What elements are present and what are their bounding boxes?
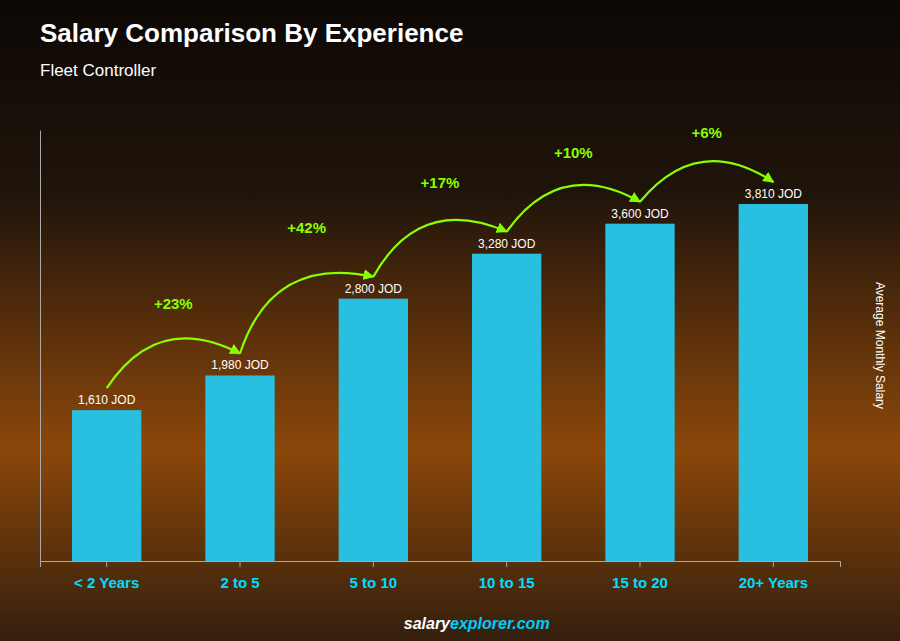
subtitle: Fleet Controller — [40, 61, 157, 80]
change-label: +6% — [691, 124, 721, 141]
bars — [72, 204, 808, 561]
x-axis-line — [41, 562, 841, 568]
y-axis-title: Average Monthly Salary — [873, 282, 887, 409]
x-tick-mark — [373, 561, 374, 567]
change-label: +10% — [554, 144, 593, 161]
bar — [739, 204, 808, 561]
chart: Salary Comparison By Experience Fleet Con… — [0, 0, 900, 641]
plot: < 2 Years 2 to 5 5 to 10 10 to 15 15 to 20 20… — [41, 124, 841, 591]
footer: explorer.com — [450, 615, 550, 632]
x-tick-label: 15 to 20 — [612, 574, 668, 591]
x-axis: < 2 Years 2 to 5 5 to 10 10 to 15 15 to 20 20… — [41, 561, 841, 591]
x-tick-label: 5 to 10 — [350, 574, 398, 591]
footer: salary — [404, 615, 451, 632]
x-tick-mark — [506, 561, 507, 567]
x-tick: 15 to 20 — [612, 561, 668, 591]
x-tick: 20+ Years — [739, 561, 808, 591]
x-tick-label: < 2 Years — [74, 574, 139, 591]
value-label: 3,810 JOD — [745, 187, 803, 201]
value-label: 1,610 JOD — [78, 393, 136, 407]
change-arrows — [107, 161, 774, 388]
x-tick-label: 20+ Years — [739, 574, 808, 591]
x-tick-mark — [640, 561, 641, 567]
y-axis — [40, 131, 41, 562]
bar — [205, 375, 274, 561]
x-tick-mark — [106, 561, 107, 567]
x-tick-mark — [773, 561, 774, 567]
value-label: 3,600 JOD — [611, 207, 669, 221]
y-axis-line — [40, 131, 41, 562]
change-label: +23% — [154, 295, 193, 312]
title: Salary Comparison By Experience — [40, 18, 463, 48]
x-tick: < 2 Years — [74, 561, 139, 591]
x-tick-label: 2 to 5 — [220, 574, 259, 591]
x-tick-mark — [240, 561, 241, 567]
x-tick: 5 to 10 — [350, 561, 398, 591]
value-labels: 1,610 JOD 1,980 JOD 2,800 JOD 3,280 JOD 3,60… — [78, 187, 802, 407]
change-label: +42% — [287, 219, 326, 236]
value-label: 1,980 JOD — [211, 358, 269, 372]
x-tick-label: 10 to 15 — [479, 574, 535, 591]
change-label: +17% — [421, 174, 460, 191]
bar — [72, 410, 141, 561]
background — [0, 0, 900, 641]
bar — [339, 299, 408, 561]
x-tick: 10 to 15 — [479, 561, 535, 591]
x-tick: 2 to 5 — [220, 561, 259, 591]
value-label: 2,800 JOD — [345, 282, 403, 296]
bar — [472, 254, 541, 561]
bar — [605, 224, 674, 561]
value-label: 3,280 JOD — [478, 237, 536, 251]
